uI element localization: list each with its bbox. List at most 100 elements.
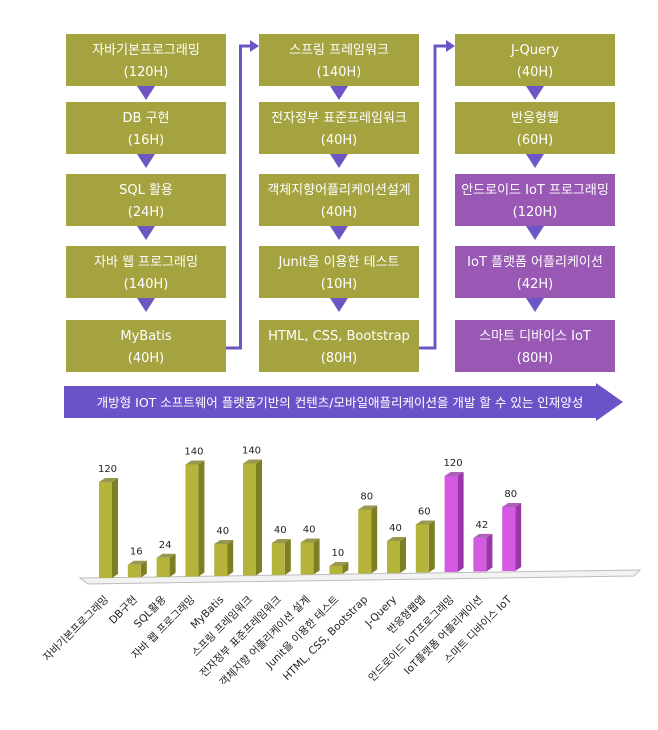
course-hours: (16H) [128,133,164,148]
down-arrow-icon [526,154,544,168]
course-name: 자바 웹 프로그래밍 [94,255,198,270]
bar [502,503,522,571]
course-hours: (140H) [317,65,362,80]
course-hours: (140H) [124,277,169,292]
down-arrow-icon [526,226,544,240]
course-hours: (80H) [517,351,553,366]
bar-front [99,482,112,578]
course-box-bg [259,320,419,372]
bar-front [358,509,372,574]
bar-top [243,459,262,464]
course-hours: (40H) [517,65,553,80]
course-hours: (40H) [321,205,357,220]
bar [271,539,291,575]
bar-top [387,537,406,541]
bar-side [400,537,406,573]
bar-side [198,460,205,577]
bar-value-label: 60 [418,507,431,518]
bar-front [415,524,429,573]
bar-top [300,538,320,543]
course-hours: (42H) [517,277,553,292]
down-arrow-icon [137,86,155,100]
course-name: 자바기본프로그래밍 [92,43,200,58]
course-name: SQL 활용 [119,183,173,198]
course-name: MyBatis [120,329,172,344]
course-hours: (60H) [517,133,553,148]
bar-front [329,566,343,574]
bar-side [486,533,493,572]
course-box: 전자정부 표준프레임워크 (40H) [259,102,419,154]
bar-front [214,544,228,576]
bar-top [127,560,147,565]
down-arrow-icon [137,298,155,312]
column-connector-arrow [226,40,259,350]
banner-arrow-shape [64,383,623,421]
bar-front [156,557,170,577]
bar [415,520,435,573]
course-box: 반응형웹 (60H) [455,102,615,154]
course-name: DB 구현 [123,111,170,126]
bar-top [185,460,205,465]
course-box: 객체지향어플리케이션설계 (40H) [259,174,419,226]
course-hours: (120H) [513,205,558,220]
course-box: 자바 웹 프로그래밍 (140H) [66,246,226,298]
course-name: 전자정부 표준프레임워크 [271,111,407,126]
bar-top [502,503,522,507]
course-name: 객체지향어플리케이션설계 [267,183,411,198]
course-hours: (24H) [128,205,164,220]
bar-value-label: 42 [476,520,489,531]
course-box: DB 구현 (16H) [66,102,226,154]
bar-front [243,463,256,576]
bar-front [185,464,199,577]
bar-front [444,476,458,572]
course-box-bg [66,102,226,154]
course-box-bg [66,320,226,372]
bar-value-label: 140 [242,446,261,457]
course-name: J-Query [510,43,559,58]
category-label: 자바기본프로그래밍 [41,594,111,664]
course-hours: (80H) [321,351,357,366]
bar-side [227,540,234,576]
course-hours: (40H) [128,351,164,366]
down-arrow-icon [526,298,544,312]
bar-side [112,478,118,578]
bar-side [256,459,262,576]
bar-value-label: 80 [504,489,517,500]
course-box-bg [455,320,615,372]
course-box-bg [455,102,615,154]
bar-side [371,505,378,574]
bar-top [156,553,176,558]
bar-value-label: 40 [389,523,402,534]
bar-top [329,562,349,566]
bar-top [444,472,464,476]
down-arrow-icon [137,154,155,168]
course-hours: (120H) [124,65,169,80]
bar-value-label: 24 [159,540,172,551]
course-name: Junit을 이용한 테스트 [277,255,399,270]
bar-value-label: 80 [360,492,373,503]
bar-front [127,564,141,578]
bar [329,562,349,574]
column-connector-arrow [419,40,455,350]
course-box: HTML, CSS, Bootstrap (80H) [259,320,419,372]
bar-top [358,505,378,510]
bar [300,538,320,575]
bar-side [428,520,435,573]
arrow-right-icon [446,40,455,52]
course-box: 자바기본프로그래밍 (120H) [66,34,226,86]
course-name: 스마트 디바이스 IoT [479,329,591,344]
bar-value-label: 40 [303,525,316,536]
course-box-bg [455,174,615,226]
bar-side [140,560,147,578]
bar [99,478,118,578]
course-name: HTML, CSS, Bootstrap [268,329,410,344]
bar [358,505,378,574]
course-name: IoT 플랫폼 어플리케이션 [467,255,603,270]
bar-top [473,533,493,538]
course-box: SQL 활용 (24H) [66,174,226,226]
bar-side [457,472,464,572]
down-arrow-icon [330,226,348,240]
course-box-bg [259,34,419,86]
course-box: Junit을 이용한 테스트 (10H) [259,246,419,298]
bar-top [415,520,435,525]
